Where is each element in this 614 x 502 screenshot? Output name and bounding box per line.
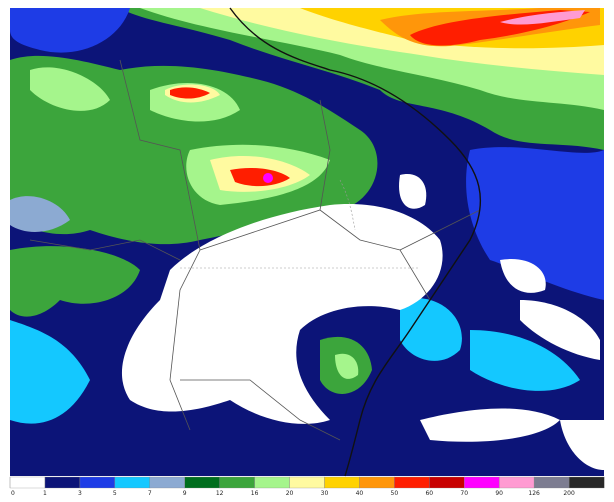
color-swatch — [499, 476, 535, 489]
tick-label: 70 — [460, 490, 468, 497]
color-swatch — [219, 476, 256, 489]
tick-label: 90 — [495, 490, 503, 497]
tick-label: 12 — [216, 490, 224, 497]
tick-label: 1 — [43, 490, 47, 497]
color-swatch — [359, 476, 395, 489]
colorbar: 0 1 3 5 7 9 12 16 20 30 40 50 60 70 90 126 200 — [9, 476, 605, 497]
color-swatch — [149, 476, 186, 489]
tick-label: 200 — [563, 490, 575, 497]
color-swatch — [533, 476, 570, 489]
color-swatch — [429, 476, 465, 489]
color-swatch — [184, 476, 221, 489]
color-swatch — [289, 476, 325, 489]
color-swatch — [79, 476, 116, 489]
color-swatch — [44, 476, 81, 489]
tick-label: 0 — [11, 490, 15, 497]
color-swatch — [464, 476, 500, 489]
tick-label: 9 — [183, 490, 187, 497]
color-swatch — [394, 476, 430, 489]
tick-label: 20 — [286, 490, 294, 497]
color-swatch — [568, 476, 605, 489]
color-swatch — [254, 476, 290, 489]
tick-label: 60 — [425, 490, 433, 497]
tick-label: 16 — [251, 490, 259, 497]
tick-label: 126 — [528, 490, 540, 497]
tick-label: 3 — [78, 490, 82, 497]
color-swatch — [9, 476, 46, 489]
tick-label: 5 — [113, 490, 117, 497]
tick-label: 30 — [321, 490, 329, 497]
color-swatch — [324, 476, 360, 489]
tick-label: 7 — [148, 490, 152, 497]
tick-label: 40 — [356, 490, 364, 497]
map-field — [10, 7, 604, 477]
color-swatch — [114, 476, 151, 489]
tick-label: 50 — [391, 490, 399, 497]
